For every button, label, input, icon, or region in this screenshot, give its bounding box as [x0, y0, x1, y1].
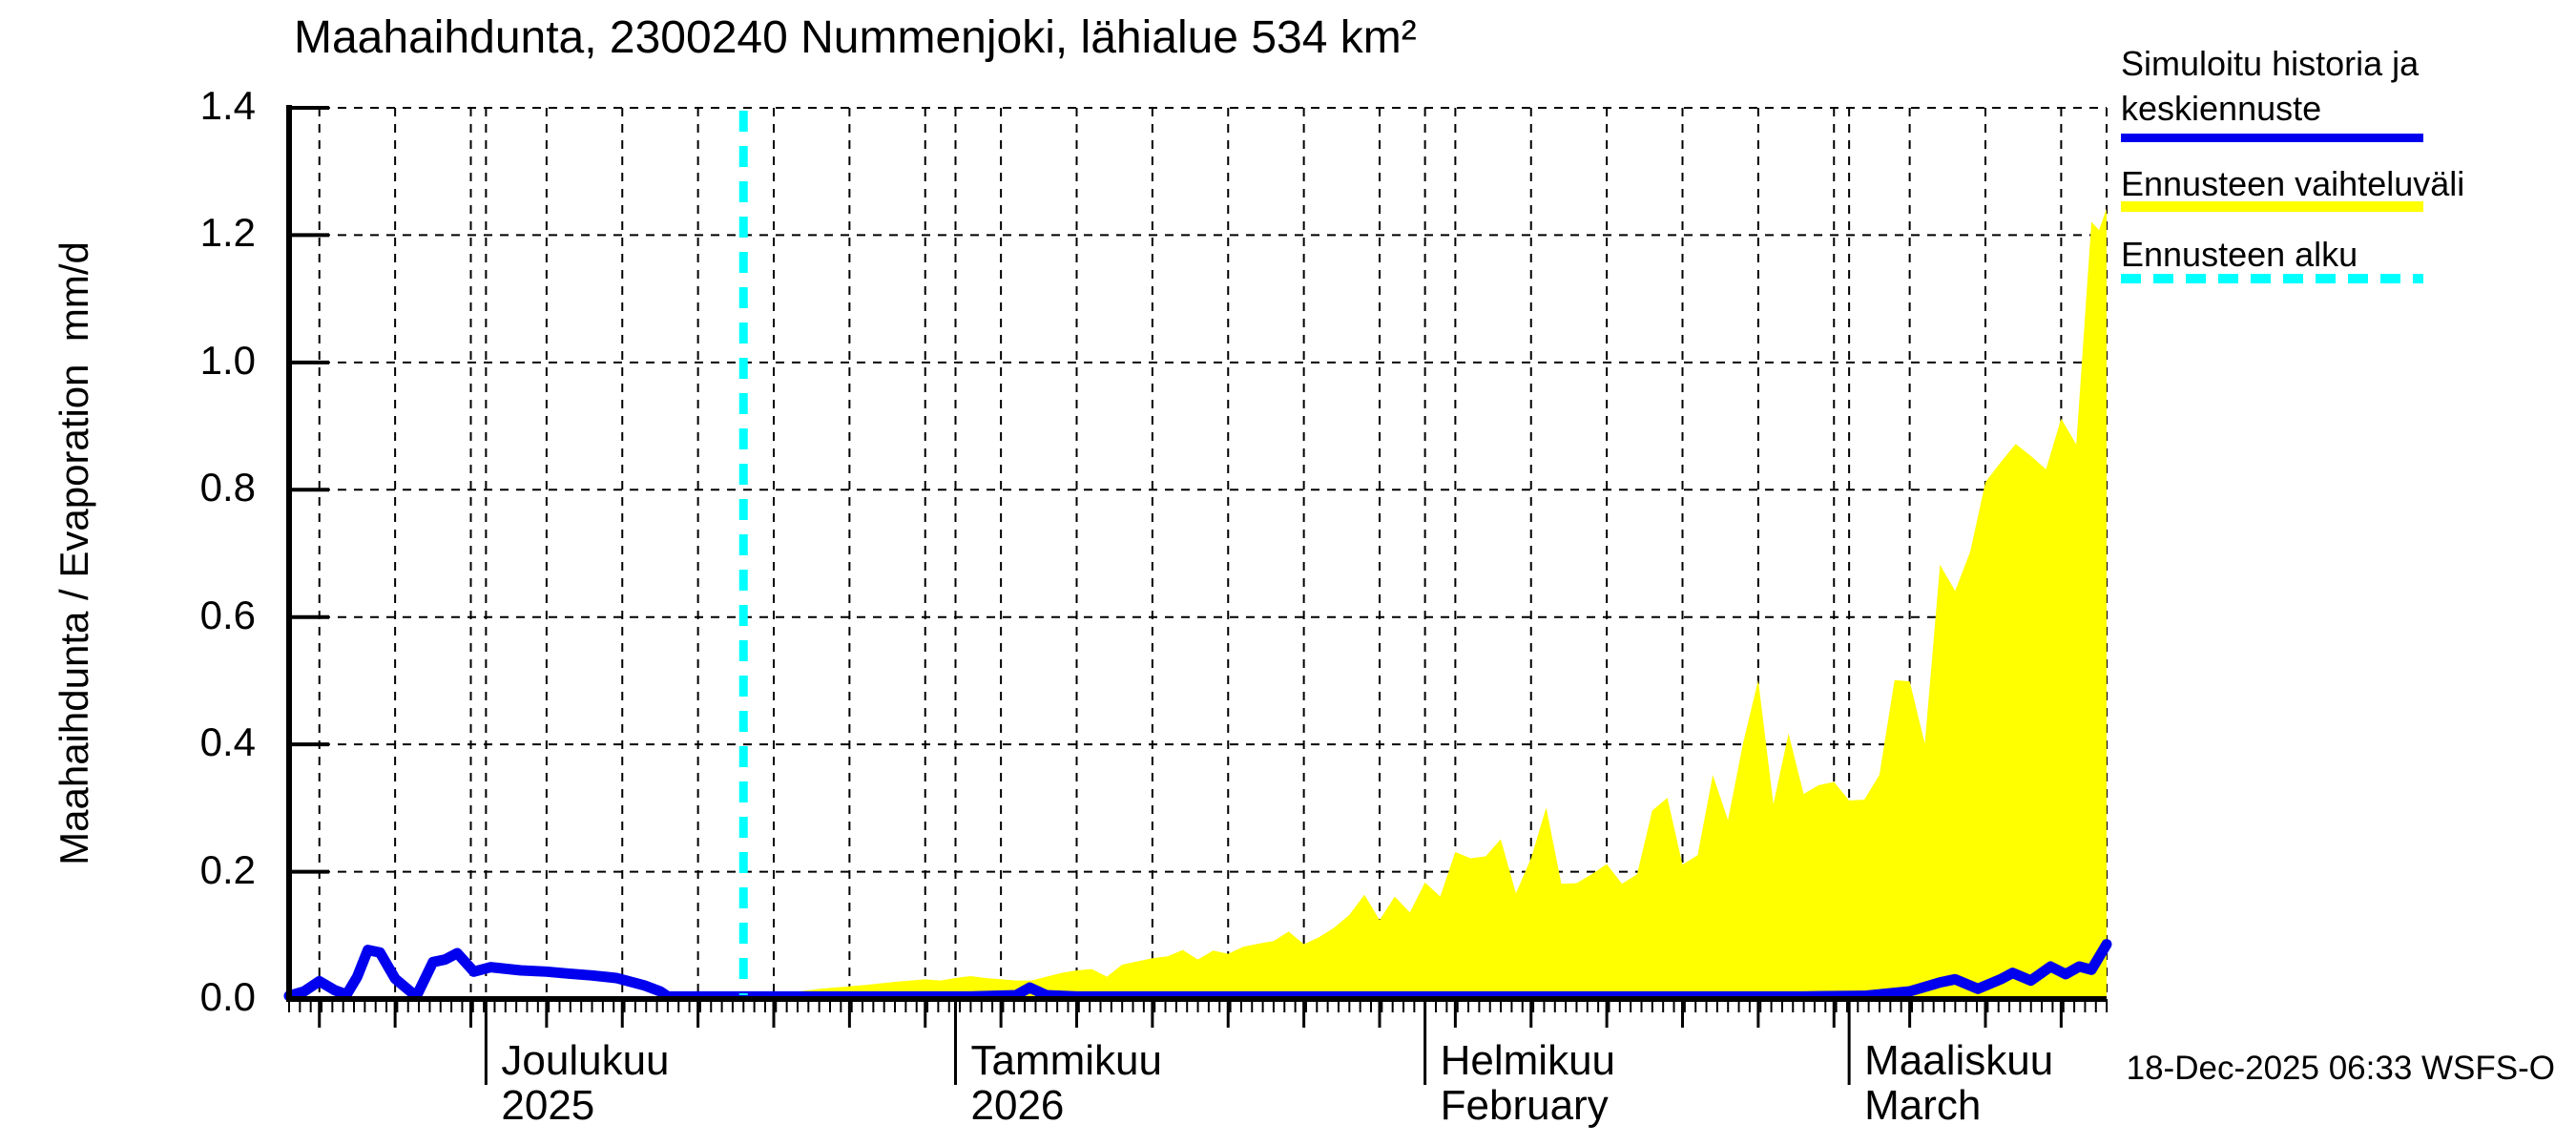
legend-swatch-forecast-start-dashed-line	[2121, 274, 2423, 283]
legend: Simuloitu historia ja keskiennuste Ennus…	[2121, 44, 2569, 292]
month-label-name: Helmikuu	[1440, 1037, 1616, 1084]
y-tick-label: 1.0	[199, 337, 256, 383]
y-tick-label: 1.2	[199, 210, 256, 256]
y-tick-label: 0.6	[199, 592, 256, 637]
legend-swatch-forecast-range	[2121, 201, 2423, 212]
y-tick-label: 0.2	[199, 846, 256, 892]
month-label: Helmikuu February	[1441, 1038, 1615, 1128]
month-label-sub: March	[1864, 1082, 1982, 1129]
month-label-sub: 2025	[501, 1082, 595, 1129]
legend-label-history-line2: keskiennuste	[2121, 89, 2322, 128]
y-axis-label: Maahaihdunta / Evaporation mm/d	[52, 241, 96, 865]
month-label-sub: February	[1440, 1082, 1609, 1129]
legend-label-history-line1: Simuloitu historia ja	[2121, 44, 2420, 83]
y-tick-label: 0.8	[199, 465, 256, 510]
legend-label-forecast-range: Ennusteen vaihteluväli	[2121, 164, 2465, 203]
legend-label-forecast-start: Ennusteen alku	[2121, 235, 2358, 274]
y-tick-label: 0.4	[199, 719, 256, 765]
month-label-name: Maaliskuu	[1864, 1037, 2054, 1084]
chart-title: Maahaihdunta, 2300240 Nummenjoki, lähial…	[294, 12, 1417, 63]
month-label-name: Tammikuu	[970, 1037, 1163, 1084]
y-tick-label: 1.4	[199, 83, 256, 128]
month-label-name: Joulukuu	[501, 1037, 670, 1084]
legend-swatch-history-median-line	[2121, 134, 2423, 142]
footer-timestamp: 18-Dec-2025 06:33 WSFS-O	[2126, 1050, 2555, 1087]
month-label: Maaliskuu March	[1864, 1038, 2053, 1128]
forecast-range-area	[743, 208, 2107, 999]
month-label-sub: 2026	[970, 1082, 1065, 1129]
month-label: Tammikuu 2026	[971, 1038, 1163, 1128]
y-tick-label: 0.0	[199, 974, 256, 1019]
month-label: Joulukuu 2025	[501, 1038, 669, 1128]
